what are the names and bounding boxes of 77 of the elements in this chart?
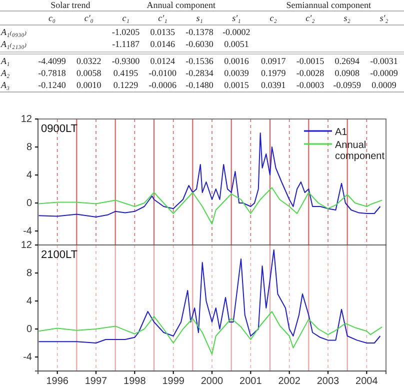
text: 0.1229 bbox=[113, 80, 138, 90]
x-tick-label: 2003 bbox=[316, 376, 340, 386]
category-label: A₁₍₀₉₃₀₎ bbox=[1, 27, 27, 37]
y-tick-label: 0 bbox=[26, 198, 32, 210]
category-label: c′₀ bbox=[84, 13, 94, 23]
category-label: c′₁ bbox=[158, 13, 168, 23]
text: 0.0917 bbox=[260, 56, 286, 66]
text: Solar trend bbox=[50, 0, 91, 10]
text: -4.4099 bbox=[38, 56, 66, 66]
x-tick-label: 2002 bbox=[278, 376, 301, 386]
category-label: c₂ bbox=[270, 13, 277, 23]
text: -0.1378 bbox=[186, 27, 214, 37]
text: -0.1480 bbox=[186, 80, 214, 90]
text: -0.0028 bbox=[296, 68, 324, 78]
text: -1.1187 bbox=[112, 39, 140, 49]
text: -1.0205 bbox=[112, 27, 140, 37]
text: -0.6030 bbox=[186, 39, 214, 49]
y-tick-label: 12 bbox=[20, 240, 32, 252]
text: -0.0959 bbox=[333, 80, 361, 90]
text: Semiannual component bbox=[286, 0, 372, 10]
category-label: s₁ bbox=[196, 13, 203, 23]
text: 0.0391 bbox=[260, 80, 286, 90]
x-tick-label: 1999 bbox=[162, 376, 185, 386]
x-tick-label: 1996 bbox=[46, 376, 69, 386]
text: -0.0003 bbox=[296, 80, 324, 90]
y-tick-label: 8 bbox=[26, 142, 32, 154]
text: 0.0058 bbox=[76, 68, 102, 78]
text: 0.1979 bbox=[260, 68, 286, 78]
text: -0.0015 bbox=[296, 56, 324, 66]
text: 0.0135 bbox=[150, 27, 176, 37]
category-label: s₂ bbox=[344, 13, 350, 23]
text: 0.0124 bbox=[150, 56, 176, 66]
text: 0.4195 bbox=[113, 68, 138, 78]
y-tick-label: -4 bbox=[23, 226, 32, 238]
text: 0.0039 bbox=[224, 68, 249, 78]
y-tick-label: 4 bbox=[26, 296, 32, 308]
text: -0.1536 bbox=[186, 56, 214, 66]
x-tick-label: 2004 bbox=[356, 376, 378, 386]
x-tick-label: 2001 bbox=[240, 376, 262, 386]
text: -0.1240 bbox=[38, 80, 66, 90]
category-label: s′₂ bbox=[380, 13, 388, 23]
y-tick-label: 0 bbox=[26, 324, 32, 336]
text: 0.0010 bbox=[76, 80, 102, 90]
text: 0.0908 bbox=[334, 68, 360, 78]
text: Annual component bbox=[146, 0, 216, 10]
text: -0.9300 bbox=[112, 56, 140, 66]
category-label: c₀ bbox=[48, 13, 56, 23]
category-label: A₁ bbox=[1, 56, 10, 66]
text: -0.7818 bbox=[38, 68, 66, 78]
text: -0.0031 bbox=[370, 56, 398, 66]
y-tick-label: 4 bbox=[26, 170, 32, 182]
text: -0.0006 bbox=[148, 80, 177, 90]
x-tick-label: 1998 bbox=[124, 376, 146, 386]
text: 0.0016 bbox=[224, 56, 249, 66]
x-tick-label: 1997 bbox=[84, 376, 108, 386]
category-label: A₁₍₂₁₃₀₎ bbox=[1, 39, 27, 49]
text: 0.0015 bbox=[224, 80, 249, 90]
text: -0.0009 bbox=[370, 68, 398, 78]
chart-title: 2100LT bbox=[41, 249, 78, 261]
text: 0.2694 bbox=[334, 56, 360, 66]
text: 0.0146 bbox=[150, 39, 176, 49]
y-tick-label: 12 bbox=[20, 114, 32, 126]
category-label: s′₁ bbox=[232, 13, 241, 23]
text: 0.0051 bbox=[224, 39, 249, 49]
y-tick-label: -4 bbox=[23, 352, 32, 364]
category-label: c₁ bbox=[122, 13, 130, 23]
legend-label: A1 bbox=[335, 127, 348, 138]
text: -0.0100 bbox=[148, 68, 177, 78]
text: 0.0322 bbox=[76, 56, 102, 66]
category-label: A₂ bbox=[1, 68, 10, 78]
category-label: c′₂ bbox=[306, 13, 315, 23]
text: -0.0002 bbox=[222, 27, 250, 37]
category-label: A₃ bbox=[1, 80, 10, 90]
text: -0.2834 bbox=[186, 68, 214, 78]
x-tick-label: 2000 bbox=[200, 376, 224, 386]
y-tick-label: 8 bbox=[26, 268, 32, 280]
text: 0.0009 bbox=[372, 80, 396, 90]
